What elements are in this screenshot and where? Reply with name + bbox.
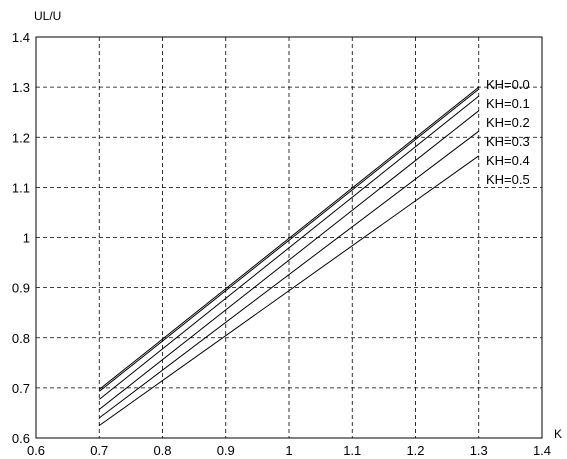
grid <box>36 37 542 438</box>
series-label-1: KH=0.1 <box>486 96 530 111</box>
x-tick-label: 1 <box>285 443 292 458</box>
y-tick-label: 0.8 <box>12 331 30 346</box>
series-line-2 <box>98 95 480 400</box>
plot-frame <box>35 36 543 439</box>
y-tick-label: 1.2 <box>12 130 30 145</box>
series-lines <box>98 86 480 426</box>
x-axis-tick-labels: 0.6 0.7 0.8 0.9 1 1.1 1.2 1.3 1.4 <box>27 443 551 458</box>
x-tick-label: 1.1 <box>343 443 361 458</box>
x-tick-label: 0.6 <box>27 443 45 458</box>
series-line-5 <box>99 155 480 426</box>
series-label-2: KH=0.2 <box>486 115 530 130</box>
x-axis-label: K <box>554 427 562 441</box>
series-label-0: KH=0.0 <box>486 77 530 92</box>
y-tick-label: 1.4 <box>12 30 30 45</box>
series-line-3 <box>98 110 480 410</box>
series-line-0 <box>98 86 480 390</box>
y-tick-label: 1.3 <box>12 80 30 95</box>
y-axis-tick-labels: 0.6 0.7 0.8 0.9 1 1.1 1.2 1.3 1.4 <box>12 30 30 446</box>
y-tick-label: 0.7 <box>12 381 30 396</box>
x-tick-label: 0.8 <box>153 443 171 458</box>
y-tick-label: 0.9 <box>12 281 30 296</box>
series-line-4 <box>98 130 480 419</box>
x-tick-label: 0.9 <box>217 443 235 458</box>
series-labels: KH=0.0 KH=0.1 KH=0.2 KH=0.3 KH=0.4 KH=0.5 <box>486 77 530 187</box>
series-line-1 <box>98 88 480 392</box>
y-tick-label: 0.6 <box>12 431 30 446</box>
x-tick-label: 1.4 <box>533 443 551 458</box>
series-label-5: KH=0.5 <box>486 172 530 187</box>
x-tick-label: 1.3 <box>470 443 488 458</box>
y-axis-label: UL/U <box>34 9 61 23</box>
y-tick-label: 1 <box>23 231 30 246</box>
x-tick-label: 0.7 <box>90 443 108 458</box>
x-tick-label: 1.2 <box>406 443 424 458</box>
y-tick-label: 1.1 <box>12 180 30 195</box>
series-label-3: KH=0.3 <box>486 134 530 149</box>
series-label-4: KH=0.4 <box>486 153 530 168</box>
